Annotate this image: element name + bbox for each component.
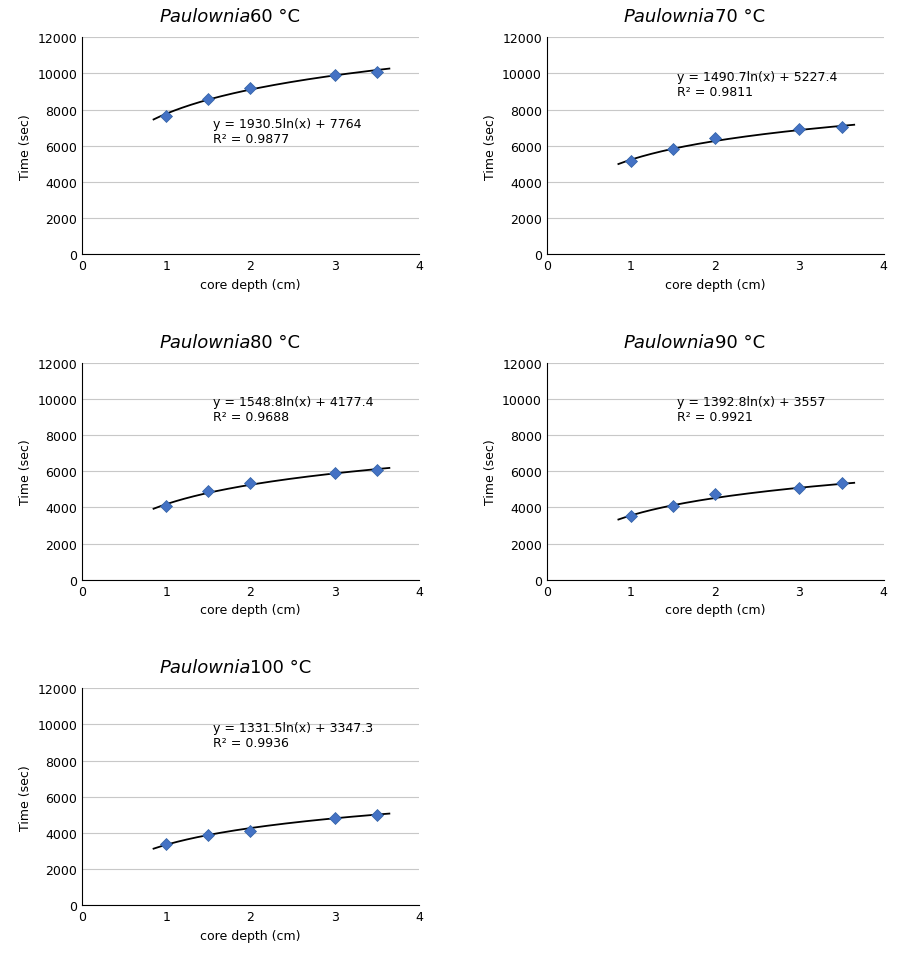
X-axis label: core depth (cm): core depth (cm)	[200, 929, 301, 942]
Text: 80 °C: 80 °C	[251, 334, 301, 352]
Y-axis label: Time (sec): Time (sec)	[484, 113, 496, 179]
Text: Paulownia: Paulownia	[624, 334, 715, 352]
Text: Paulownia: Paulownia	[159, 334, 251, 352]
X-axis label: core depth (cm): core depth (cm)	[200, 603, 301, 617]
Y-axis label: Time (sec): Time (sec)	[19, 764, 32, 830]
Text: 60 °C: 60 °C	[251, 9, 301, 26]
Text: Paulownia: Paulownia	[159, 659, 251, 677]
X-axis label: core depth (cm): core depth (cm)	[665, 278, 765, 292]
X-axis label: core depth (cm): core depth (cm)	[200, 278, 301, 292]
Text: 90 °C: 90 °C	[715, 334, 765, 352]
Text: y = 1548.8ln(x) + 4177.4
R² = 0.9688: y = 1548.8ln(x) + 4177.4 R² = 0.9688	[212, 395, 373, 424]
Y-axis label: Time (sec): Time (sec)	[19, 439, 32, 504]
Text: Paulownia: Paulownia	[624, 9, 715, 26]
Text: y = 1392.8ln(x) + 3557
R² = 0.9921: y = 1392.8ln(x) + 3557 R² = 0.9921	[678, 395, 826, 424]
Y-axis label: Time (sec): Time (sec)	[19, 113, 32, 179]
Text: 70 °C: 70 °C	[715, 9, 765, 26]
X-axis label: core depth (cm): core depth (cm)	[665, 603, 765, 617]
Text: 100 °C: 100 °C	[251, 659, 312, 677]
Text: Paulownia: Paulownia	[159, 9, 251, 26]
Y-axis label: Time (sec): Time (sec)	[484, 439, 496, 504]
Text: y = 1331.5ln(x) + 3347.3
R² = 0.9936: y = 1331.5ln(x) + 3347.3 R² = 0.9936	[212, 721, 373, 749]
Text: y = 1490.7ln(x) + 5227.4
R² = 0.9811: y = 1490.7ln(x) + 5227.4 R² = 0.9811	[678, 71, 838, 98]
Text: y = 1930.5ln(x) + 7764
R² = 0.9877: y = 1930.5ln(x) + 7764 R² = 0.9877	[212, 117, 361, 146]
